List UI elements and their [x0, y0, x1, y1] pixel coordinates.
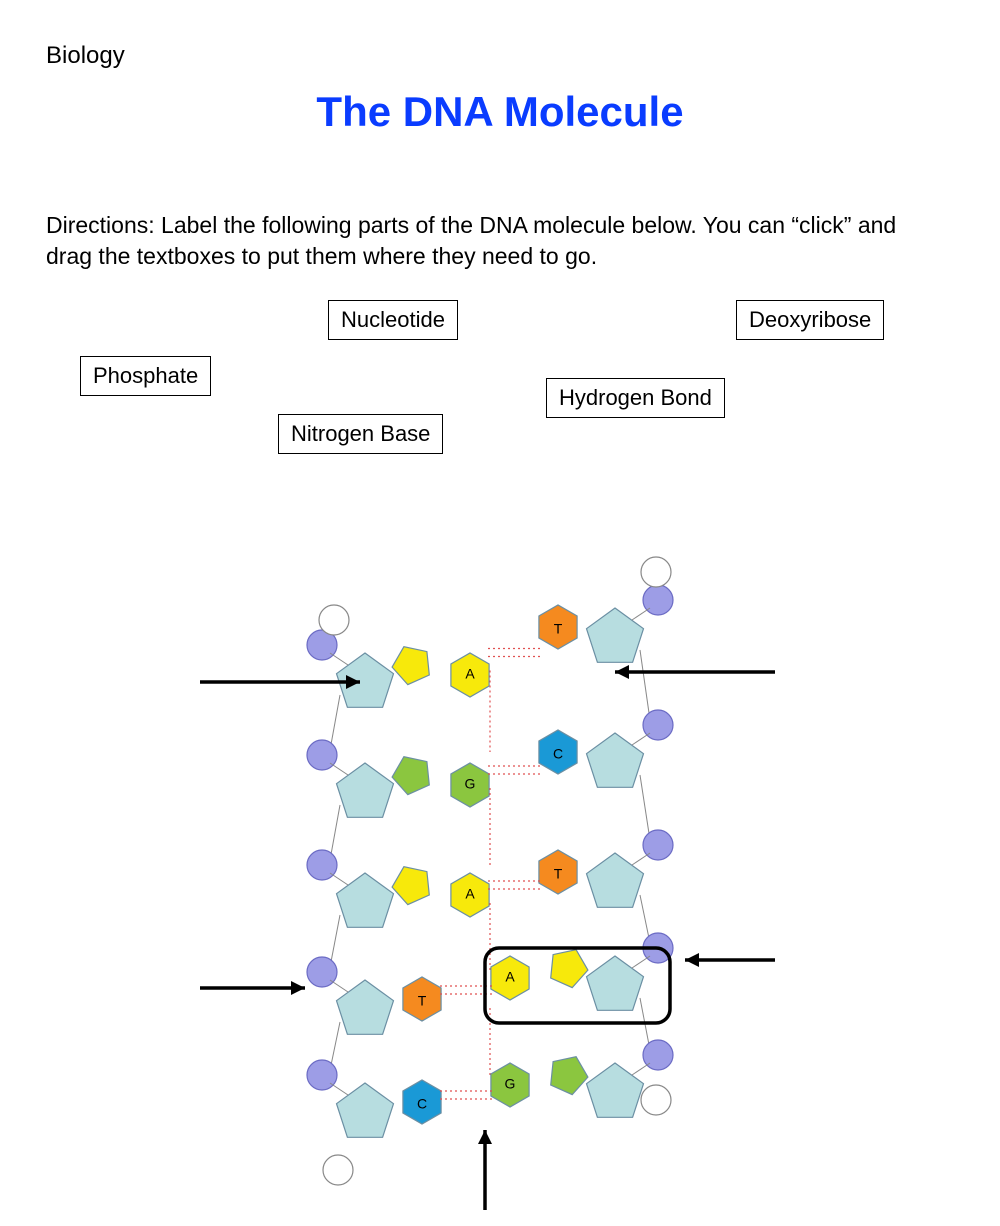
bond — [632, 853, 650, 865]
bond — [632, 956, 650, 968]
deoxyribose-right — [587, 733, 644, 787]
base-body-right — [551, 950, 588, 988]
terminal-circle — [641, 557, 671, 587]
bond — [330, 980, 348, 992]
bond — [632, 1063, 650, 1075]
label-phosphate[interactable]: Phosphate — [80, 356, 211, 396]
phosphate-left — [307, 850, 337, 880]
label-hydrogen-bond[interactable]: Hydrogen Bond — [546, 378, 725, 418]
base-letter-T: T — [554, 621, 563, 637]
page-title: The DNA Molecule — [0, 88, 1000, 136]
base-letter-A: A — [505, 969, 515, 985]
terminal-circle — [323, 1155, 353, 1185]
base-letter-A: A — [465, 886, 475, 902]
base-letter-T: T — [418, 993, 427, 1009]
bond — [330, 873, 348, 885]
deoxyribose-left — [337, 653, 394, 707]
terminal-circle — [641, 1085, 671, 1115]
label-deoxyribose[interactable]: Deoxyribose — [736, 300, 884, 340]
dna-diagram-svg: A T G C A T T A C G — [175, 560, 825, 1220]
bond — [330, 653, 348, 665]
arrow-head — [291, 981, 305, 995]
terminal-circle — [319, 605, 349, 635]
base-body-left — [392, 647, 429, 685]
label-nitrogen-base[interactable]: Nitrogen Base — [278, 414, 443, 454]
base-letter-T: T — [554, 866, 563, 882]
deoxyribose-left — [337, 1083, 394, 1137]
phosphate-left — [307, 957, 337, 987]
arrow-head — [615, 665, 629, 679]
worksheet-page: Biology The DNA Molecule Directions: Lab… — [0, 0, 1000, 1226]
label-nucleotide[interactable]: Nucleotide — [328, 300, 458, 340]
phosphate-right — [643, 1040, 673, 1070]
bond — [330, 763, 348, 775]
base-body-right — [551, 1057, 588, 1095]
backbone-link — [640, 775, 650, 840]
arrow-head — [685, 953, 699, 967]
backbone-link — [330, 915, 340, 967]
backbone-link — [330, 695, 340, 750]
dna-diagram: A T G C A T T A C G — [175, 560, 825, 1220]
backbone-link — [640, 650, 650, 720]
base-letter-C: C — [553, 746, 563, 762]
subject-heading: Biology — [46, 42, 125, 70]
deoxyribose-right — [587, 608, 644, 662]
base-letter-C: C — [417, 1096, 427, 1112]
phosphate-right — [643, 585, 673, 615]
arrow-head — [478, 1130, 492, 1144]
deoxyribose-left — [337, 980, 394, 1034]
deoxyribose-right — [587, 853, 644, 907]
phosphate-left — [307, 740, 337, 770]
deoxyribose-right — [587, 1063, 644, 1117]
phosphate-left — [307, 1060, 337, 1090]
base-body-left — [392, 757, 429, 795]
base-letter-G: G — [465, 776, 476, 792]
base-letter-A: A — [465, 666, 475, 682]
phosphate-right — [643, 710, 673, 740]
deoxyribose-left — [337, 873, 394, 927]
bond — [632, 608, 650, 620]
backbone-link — [330, 805, 340, 860]
bond — [632, 733, 650, 745]
deoxyribose-right — [587, 956, 644, 1010]
base-letter-G: G — [505, 1076, 516, 1092]
deoxyribose-left — [337, 763, 394, 817]
phosphate-right — [643, 830, 673, 860]
directions-text: Directions: Label the following parts of… — [46, 210, 946, 272]
bond — [330, 1083, 348, 1095]
base-body-left — [392, 867, 429, 905]
